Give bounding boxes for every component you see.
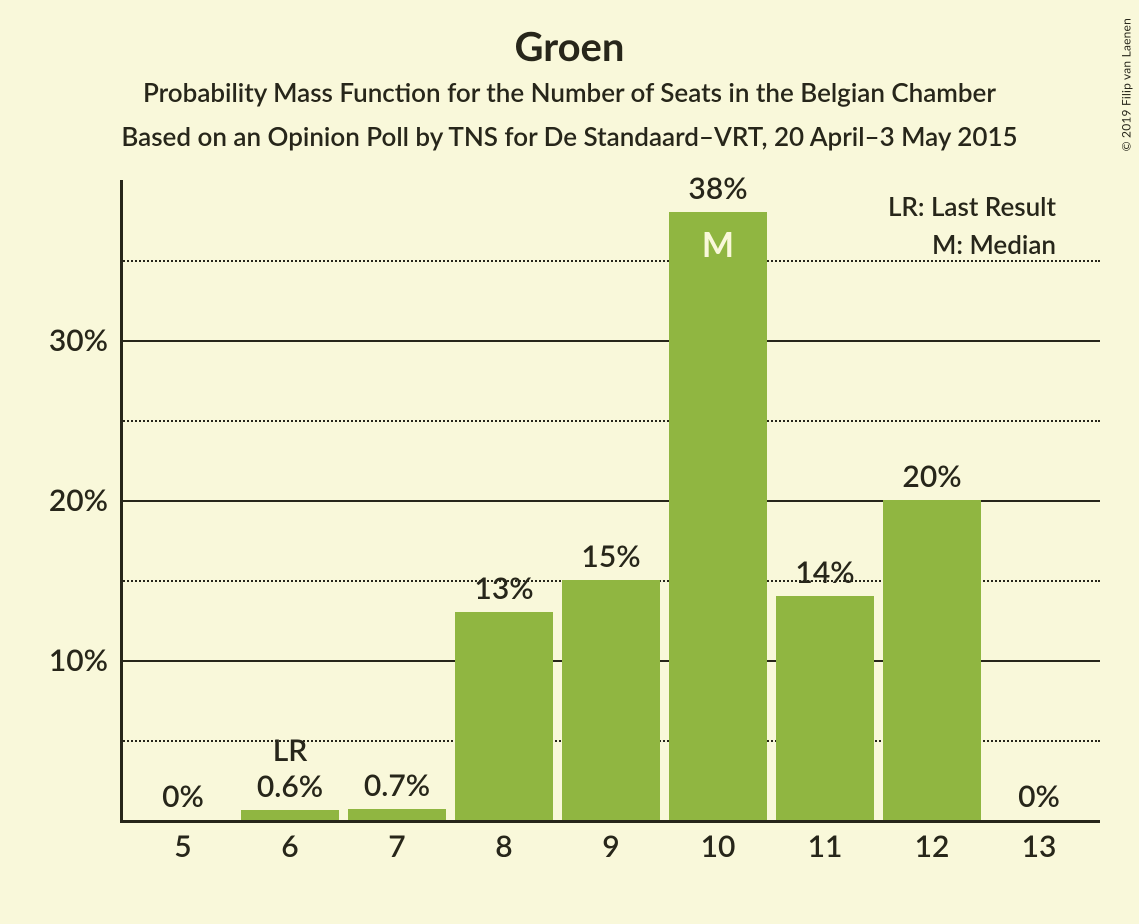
bar-value-label: 0.6%	[257, 768, 323, 804]
legend-lr: LR: Last Result	[888, 190, 1056, 222]
x-tick-label: 13	[1022, 828, 1057, 864]
copyright-label: © 2019 Filip van Laenen	[1118, 18, 1133, 151]
bar-extra-label: LR	[273, 732, 308, 768]
x-tick-label: 8	[495, 828, 512, 864]
x-tick-label: 12	[915, 828, 950, 864]
x-tick-label: 6	[281, 828, 298, 864]
bar	[455, 612, 553, 820]
x-tick-label: 11	[808, 828, 843, 864]
bar-value-label: 0.7%	[364, 767, 430, 803]
x-tick-label: 5	[174, 828, 191, 864]
bar-value-label: 0%	[162, 778, 204, 814]
bar-inside-label: M	[702, 224, 734, 265]
bar	[562, 580, 660, 820]
bar-value-label: 14%	[795, 554, 854, 590]
gridline-minor	[120, 420, 1100, 422]
bar	[348, 809, 446, 820]
bar	[241, 810, 339, 820]
legend-median: M: Median	[932, 228, 1056, 260]
x-tick-label: 10	[701, 828, 736, 864]
bar-value-label: 20%	[902, 458, 961, 494]
chart-subtitle-2: Based on an Opinion Poll by TNS for De S…	[0, 120, 1139, 152]
chart-subtitle-1: Probability Mass Function for the Number…	[0, 76, 1139, 108]
bar-value-label: 15%	[581, 538, 640, 574]
gridline-minor	[120, 260, 1100, 262]
chart-title: Groen	[0, 22, 1139, 70]
y-tick-label: 20%	[49, 482, 108, 518]
bar	[669, 212, 767, 820]
y-tick-label: 30%	[49, 322, 108, 358]
y-tick-label: 10%	[49, 642, 108, 678]
bar-value-label: 0%	[1018, 778, 1060, 814]
gridline-major	[120, 340, 1100, 342]
bar-value-label: 13%	[474, 570, 533, 606]
bar	[776, 596, 874, 820]
chart-plot-area: LR: Last Result M: Median 0% 0.6%LR 0.7% 13%…	[120, 180, 1100, 860]
x-axis	[120, 820, 1100, 823]
bar-value-label: 38%	[688, 170, 747, 206]
x-tick-label: 9	[602, 828, 619, 864]
bar	[883, 500, 981, 820]
y-axis	[120, 180, 123, 820]
x-tick-label: 7	[388, 828, 405, 864]
